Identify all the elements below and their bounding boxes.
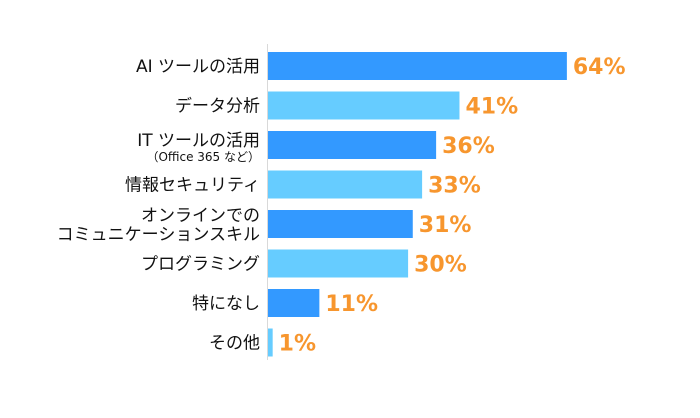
bar-1	[268, 91, 460, 120]
category-label-0: AI ツールの活用	[136, 57, 260, 77]
data-label-6: 11%	[325, 292, 378, 317]
category-label-4-line-0: オンラインでの	[141, 206, 260, 226]
category-label-2: IT ツールの活用	[137, 131, 260, 151]
category-label-7: その他	[209, 334, 260, 354]
bar-0	[268, 52, 567, 80]
category-label-4-line-1: コミュニケーションスキル	[57, 225, 260, 245]
bar-4	[268, 210, 413, 238]
data-label-1: 41%	[465, 95, 518, 120]
data-label-3: 33%	[428, 174, 481, 199]
data-label-0: 64%	[573, 55, 626, 80]
category-sublabel-2: （Office 365 など）	[146, 150, 260, 164]
data-label-7: 1%	[279, 332, 316, 357]
bar-5	[268, 249, 409, 278]
data-label-4: 31%	[419, 213, 472, 238]
data-label-2: 36%	[442, 134, 495, 159]
category-label-5: プログラミング	[141, 255, 260, 275]
category-label-6: 特になし	[192, 294, 260, 314]
category-label-1: データ分析	[175, 96, 260, 117]
bar-3	[268, 170, 423, 199]
bar-2	[268, 131, 437, 159]
bar-7	[268, 328, 273, 357]
category-label-3: 情報セキュリティ	[125, 176, 260, 196]
data-label-5: 30%	[414, 253, 467, 278]
bar-6	[268, 289, 320, 317]
